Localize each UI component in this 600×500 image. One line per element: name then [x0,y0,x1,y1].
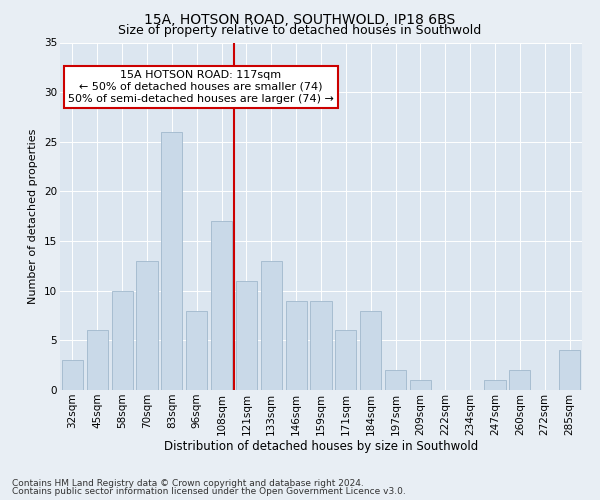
Bar [559,350,580,390]
Text: Contains public sector information licensed under the Open Government Licence v3: Contains public sector information licen… [12,487,406,496]
Bar [410,380,431,390]
Bar [186,310,207,390]
Bar [310,300,332,390]
Bar [161,132,182,390]
Text: 15A, HOTSON ROAD, SOUTHWOLD, IP18 6BS: 15A, HOTSON ROAD, SOUTHWOLD, IP18 6BS [145,12,455,26]
Bar [211,221,232,390]
Bar [87,330,108,390]
Text: 15A HOTSON ROAD: 117sqm
← 50% of detached houses are smaller (74)
50% of semi-de: 15A HOTSON ROAD: 117sqm ← 50% of detache… [68,70,334,104]
Bar [509,370,530,390]
Bar [112,290,133,390]
Bar [62,360,83,390]
Text: Size of property relative to detached houses in Southwold: Size of property relative to detached ho… [118,24,482,37]
Bar [261,261,282,390]
Bar [136,261,158,390]
Bar [236,281,257,390]
Bar [335,330,356,390]
X-axis label: Distribution of detached houses by size in Southwold: Distribution of detached houses by size … [164,440,478,454]
Bar [484,380,506,390]
Bar [286,300,307,390]
Text: Contains HM Land Registry data © Crown copyright and database right 2024.: Contains HM Land Registry data © Crown c… [12,478,364,488]
Bar [360,310,381,390]
Bar [385,370,406,390]
Y-axis label: Number of detached properties: Number of detached properties [28,128,38,304]
